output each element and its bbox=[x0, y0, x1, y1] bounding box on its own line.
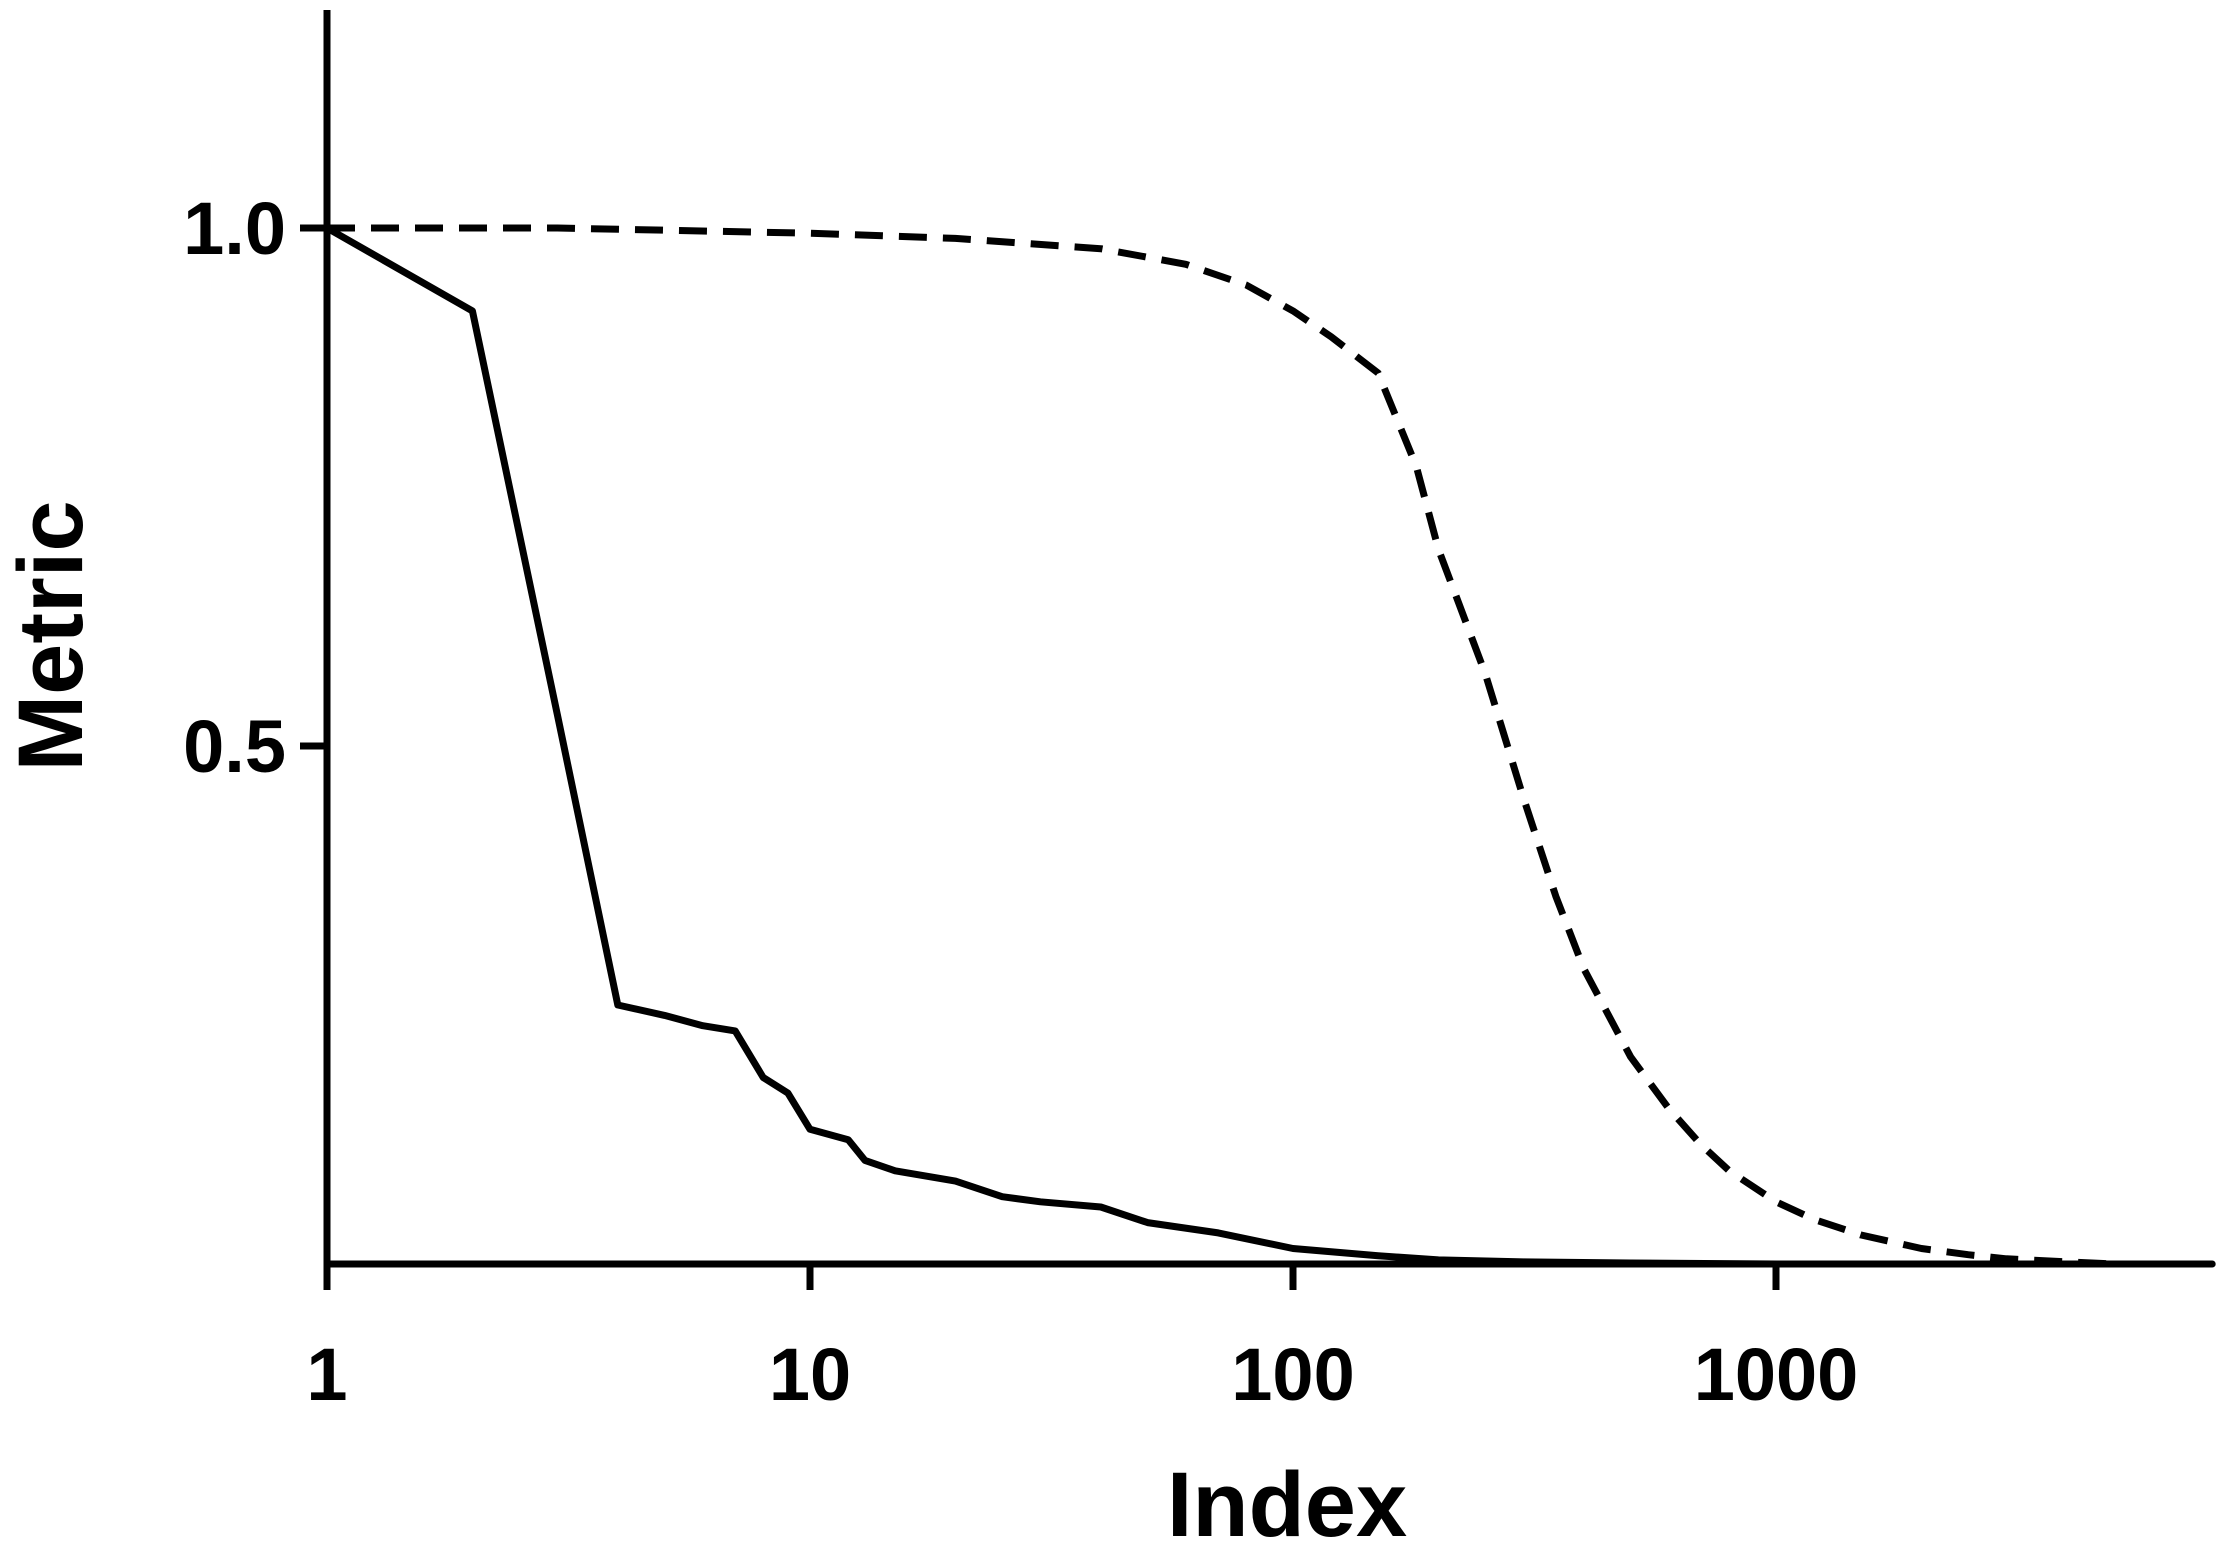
x-ticks: 1 10 100 1000 bbox=[306, 1264, 1858, 1416]
y-tick-label-1: 1.0 bbox=[183, 187, 286, 270]
series-layer bbox=[323, 224, 2216, 1268]
x-axis-title: Index bbox=[1167, 1454, 1407, 1548]
x-tick-label-0: 1 bbox=[306, 1333, 347, 1416]
series-line-solid bbox=[323, 224, 2216, 1268]
y-tick-label-0: 0.5 bbox=[183, 705, 286, 788]
x-tick-label-2: 100 bbox=[1231, 1333, 1354, 1416]
series-line-dashed bbox=[327, 224, 2114, 1268]
x-tick-label-3: 1000 bbox=[1694, 1333, 1859, 1416]
y-ticks: 0.5 1.0 bbox=[183, 187, 327, 788]
x-tick-label-1: 10 bbox=[769, 1333, 851, 1416]
y-axis-title: Metric bbox=[0, 501, 102, 772]
